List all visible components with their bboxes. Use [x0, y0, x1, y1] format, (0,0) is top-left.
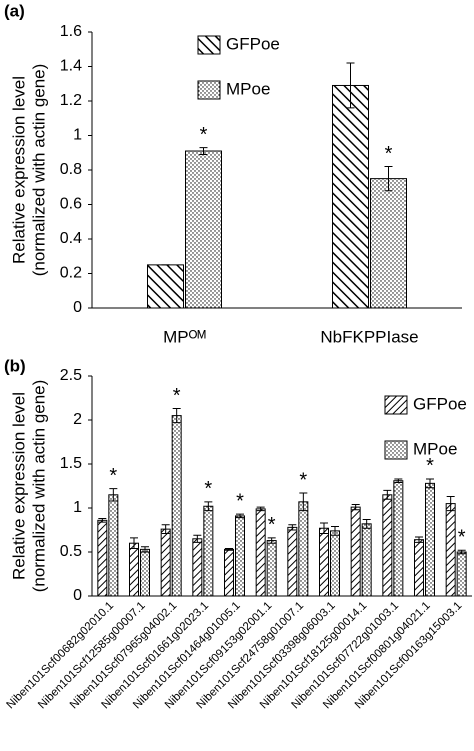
bar — [370, 178, 407, 309]
error-bar — [415, 536, 423, 543]
y-axis-label: Relative expression level — [9, 76, 28, 264]
significance-mark: * — [109, 465, 117, 487]
error-bar — [394, 478, 403, 483]
y-tick-label: 0 — [73, 587, 82, 604]
error-bar — [199, 147, 208, 155]
bar — [185, 150, 222, 309]
significance-mark: * — [299, 469, 307, 491]
error-bar — [161, 524, 170, 535]
legend-swatch — [197, 80, 221, 100]
y-axis-label: Relative expression level — [9, 392, 28, 580]
bar — [192, 538, 203, 597]
bar — [319, 527, 329, 597]
y-tick-label: 1.6 — [60, 23, 82, 40]
bar — [287, 526, 298, 597]
y-tick-label: 0.2 — [60, 265, 82, 282]
error-bar — [236, 513, 244, 519]
bar — [255, 508, 266, 597]
bar — [140, 548, 150, 597]
y-tick-label: 0 — [73, 299, 82, 316]
error-bar — [320, 522, 328, 535]
error-bar — [109, 488, 118, 502]
y-tick-label: 1 — [73, 127, 82, 144]
bar — [129, 542, 139, 597]
bar — [160, 528, 171, 597]
bar — [361, 523, 372, 597]
significance-mark: * — [204, 478, 212, 500]
x-tick-label: NbFKPPIase — [320, 327, 418, 346]
y-tick-label: 1.2 — [60, 92, 82, 109]
bar — [350, 506, 361, 597]
error-bar — [288, 524, 297, 531]
bar — [330, 530, 340, 597]
y-tick-label: 0.4 — [60, 230, 82, 247]
bar — [298, 501, 309, 597]
significance-mark: * — [200, 124, 208, 146]
y-tick-label: 0.6 — [60, 196, 82, 213]
significance-mark: * — [173, 385, 181, 407]
bar — [382, 494, 393, 597]
error-bar — [130, 537, 138, 549]
error-bar — [362, 518, 371, 529]
bar — [171, 415, 182, 597]
y-tick-label: 1 — [73, 499, 82, 516]
error-bar — [331, 525, 339, 536]
y-tick-label: 0.8 — [60, 161, 82, 178]
legend-swatch — [197, 35, 221, 55]
x-tick-label: MPᴼᴹ — [163, 327, 206, 346]
bar — [425, 482, 435, 597]
legend-label: GFPoe — [226, 34, 280, 53]
bar — [203, 505, 214, 597]
y-axis-label: (normalized with actin gene) — [29, 64, 48, 277]
error-bar — [457, 549, 466, 555]
error-bar — [383, 489, 392, 500]
legend-label: MPoe — [226, 79, 270, 98]
legend-label: GFPoe — [413, 394, 467, 413]
error-bar — [299, 492, 308, 512]
y-tick-label: 0.5 — [60, 543, 82, 560]
error-bar — [225, 547, 233, 551]
legend-label: MPoe — [413, 439, 457, 458]
significance-mark: * — [236, 490, 244, 512]
bar — [235, 515, 245, 597]
bar — [414, 539, 424, 597]
bar — [456, 551, 467, 597]
bar — [97, 519, 108, 597]
significance-mark: * — [385, 143, 393, 165]
legend-swatch — [384, 440, 408, 460]
error-bar — [384, 166, 393, 192]
error-bar — [351, 503, 360, 511]
y-axis-label: (normalized with actin gene) — [29, 380, 48, 593]
significance-mark: * — [426, 455, 434, 477]
panel-label: (b) — [4, 356, 26, 375]
error-bar — [446, 496, 455, 512]
error-bar — [98, 518, 107, 523]
bar — [147, 264, 184, 309]
bar — [108, 494, 119, 597]
error-bar — [346, 62, 355, 109]
y-tick-label: 2 — [73, 411, 82, 428]
bar — [332, 84, 369, 309]
y-tick-label: 2.5 — [60, 367, 82, 384]
bar — [224, 548, 234, 597]
error-bar — [256, 506, 265, 512]
y-tick-label: 1.4 — [60, 58, 82, 75]
legend-swatch — [384, 395, 408, 415]
error-bar — [193, 534, 202, 543]
y-tick-label: 1.5 — [60, 455, 82, 472]
panel-label: (a) — [4, 1, 25, 20]
error-bar — [204, 501, 213, 512]
error-bar — [141, 546, 149, 553]
bar — [393, 480, 404, 597]
significance-mark: * — [268, 514, 276, 536]
significance-mark: * — [458, 527, 466, 549]
error-bar — [426, 478, 434, 489]
error-bar — [267, 537, 276, 544]
error-bar — [172, 408, 181, 424]
bar — [266, 540, 277, 597]
bar — [445, 503, 456, 597]
